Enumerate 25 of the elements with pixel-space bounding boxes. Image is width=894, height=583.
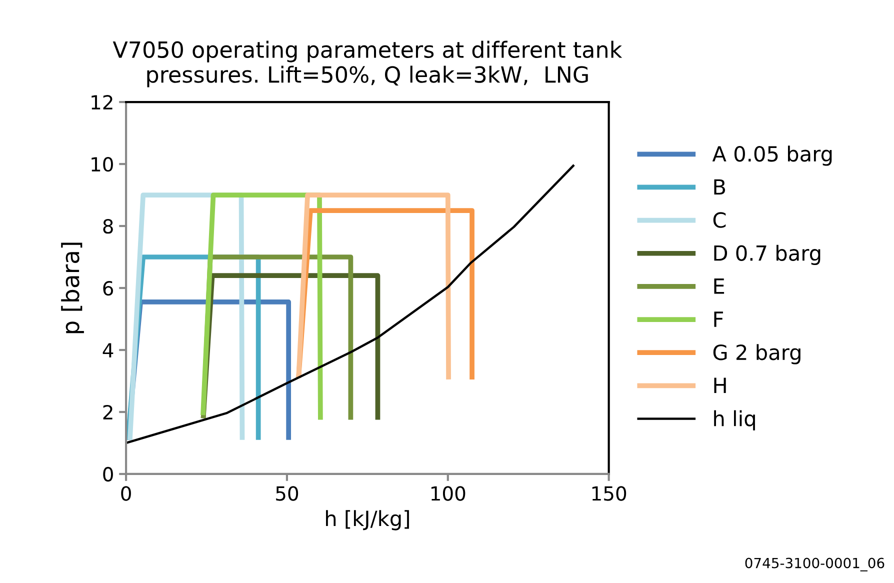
y-tick-label: 12: [92, 94, 112, 110]
text: 0745-3100-0001_06: [745, 558, 884, 572]
legend-label: G 2 barg: [713, 344, 800, 364]
legend-label: D 0.7 barg: [714, 244, 820, 266]
y-tick-label: 4: [102, 343, 114, 358]
y-tick-label: 10: [92, 156, 113, 172]
legend-label: H: [714, 378, 726, 393]
legend-label: E: [714, 278, 724, 294]
x-tick-label: 50: [276, 486, 298, 501]
x-axis-title: h [kJ/kg]: [326, 510, 409, 530]
line-series: [126, 164, 576, 444]
y-tick-label: 0: [103, 466, 113, 482]
legend-label: h liq: [714, 410, 755, 430]
x-tick-label: 150: [592, 486, 626, 501]
chart-title: V7050 operating parameters at different tank pressures. Lift=50%, Q leak=3kW, LNG: [112, 40, 622, 88]
legend-label: B: [714, 179, 726, 195]
y-tick-label: 2: [103, 404, 112, 420]
x-tick-label: 0: [121, 486, 131, 501]
y-tick-label: 8: [103, 218, 113, 234]
legend-label: F: [714, 312, 723, 327]
x-tick-label: 100: [431, 486, 466, 501]
legend-label: A 0.05 barg: [712, 146, 832, 166]
legend-label: C: [713, 212, 726, 228]
y-axis-title: p [bara]: [61, 242, 84, 334]
y-tick-label: 6: [103, 280, 114, 296]
